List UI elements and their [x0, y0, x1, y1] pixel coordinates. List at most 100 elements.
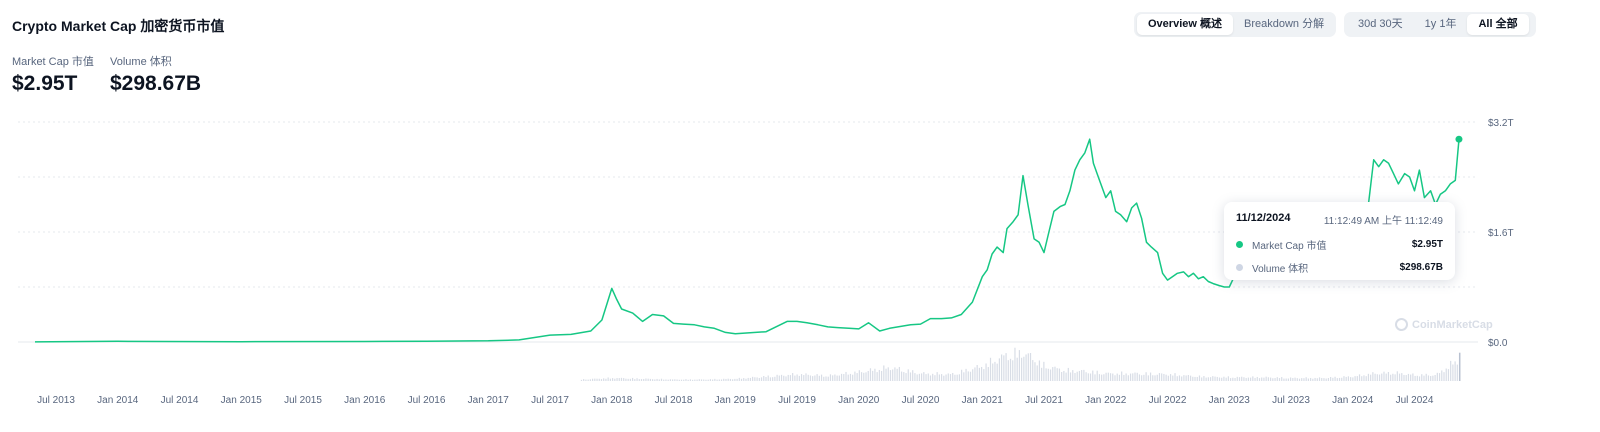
volume-bar — [1052, 367, 1054, 381]
volume-bar — [658, 379, 660, 381]
volume-bar — [591, 378, 594, 381]
volume-bar — [789, 375, 792, 381]
volume-bar — [732, 379, 734, 381]
volume-bar — [1085, 372, 1087, 381]
volume-bar — [963, 372, 965, 381]
volume-bar — [1350, 377, 1352, 381]
volume-bar — [794, 375, 796, 381]
volume-bar — [718, 379, 720, 381]
volume-bar — [1036, 365, 1038, 381]
overview-tab[interactable]: Overview 概述 — [1137, 14, 1233, 35]
volume-bar — [1158, 373, 1161, 381]
volume-bar — [725, 378, 727, 381]
volume-bar — [1069, 372, 1072, 381]
volume-bar — [772, 377, 774, 381]
range-1y-button[interactable]: 1y 1年 — [1424, 18, 1457, 30]
volume-bar — [1127, 375, 1129, 381]
volume-bar — [905, 373, 907, 381]
volume-bar — [1416, 375, 1418, 381]
volume-bar — [1441, 370, 1443, 381]
volume-bar — [747, 377, 749, 381]
volume-bar — [634, 379, 636, 381]
volume-bar — [1103, 374, 1105, 381]
market-cap-label: Market Cap 市值 — [12, 56, 94, 68]
volume-bar — [1081, 370, 1083, 381]
volume-bar — [1087, 373, 1089, 381]
volume-bar — [918, 373, 920, 381]
volume-bar — [736, 378, 738, 381]
x-tick-label: Jan 2015 — [221, 395, 263, 406]
volume-bar — [1236, 376, 1238, 381]
volume-bar — [912, 370, 914, 381]
volume-bar — [1152, 375, 1154, 381]
volume-bar — [958, 374, 960, 381]
volume-bar — [1161, 373, 1163, 381]
volume-bar — [985, 363, 987, 381]
volume-bar — [647, 378, 649, 381]
volume-bar — [869, 368, 872, 381]
volume-bar — [858, 370, 860, 381]
volume-bar — [1254, 377, 1256, 381]
volume-bar — [769, 377, 772, 381]
x-tick-label: Jan 2019 — [715, 395, 757, 406]
volume-bar — [678, 379, 680, 381]
volume-bar — [1247, 377, 1249, 381]
volume-bar — [1305, 377, 1307, 381]
volume-bar — [1218, 377, 1221, 381]
volume-bar — [1185, 375, 1187, 381]
volume-bar — [1318, 377, 1321, 381]
volume-bar — [1285, 378, 1287, 381]
volume-bar — [587, 379, 589, 381]
tooltip-volume-value: $298.67B — [1399, 262, 1443, 273]
breakdown-tab[interactable]: Breakdown 分解 — [1243, 18, 1325, 30]
volume-bar — [589, 379, 591, 381]
volume-bar — [1258, 378, 1261, 381]
volume-bar — [1105, 372, 1107, 381]
volume-bar — [981, 366, 983, 381]
current-point-marker — [1455, 135, 1463, 143]
volume-bar — [876, 372, 878, 381]
range-30d-button[interactable]: 30d 30天 — [1358, 18, 1403, 30]
volume-bar — [1278, 378, 1281, 381]
volume-bar — [1234, 377, 1236, 381]
volume-bar — [672, 379, 674, 381]
volume-bar — [1281, 377, 1283, 381]
y-tick-label: $0.0 — [1488, 338, 1508, 349]
tooltip-market-cap-value: $2.95T — [1411, 239, 1443, 250]
volume-bar — [1405, 375, 1407, 381]
volume-bar — [818, 375, 820, 381]
volume-value: $298.67B — [110, 72, 202, 95]
volume-bar — [1450, 360, 1452, 381]
volume-bar — [1223, 376, 1225, 381]
volume-bar — [632, 377, 634, 381]
volume-bar — [1312, 378, 1314, 381]
volume-bar — [1132, 373, 1134, 381]
volume-bar — [1383, 371, 1385, 381]
volume-bar — [856, 373, 858, 381]
volume-bar — [865, 372, 867, 381]
volume-bar — [823, 376, 825, 381]
volume-bar — [1432, 375, 1434, 381]
volume-bar — [792, 373, 794, 381]
volume-bar — [1212, 376, 1214, 381]
volume-bar — [920, 373, 923, 381]
volume-bar — [1094, 374, 1096, 381]
x-tick-label: Jul 2015 — [284, 395, 322, 406]
volume-bar — [1394, 374, 1396, 381]
volume-bar — [947, 373, 949, 381]
range-all-button[interactable]: All 全部 — [1467, 14, 1529, 35]
volume-bar — [1327, 378, 1330, 381]
volume-bar — [580, 379, 583, 381]
volume-bar — [680, 379, 683, 381]
volume-bar — [689, 379, 692, 381]
volume-bar — [649, 378, 651, 381]
volume-bar — [820, 374, 823, 381]
volume-bar — [1425, 373, 1427, 381]
volume-bar — [598, 378, 600, 381]
volume-bar — [1301, 378, 1303, 381]
volume-bar — [1067, 367, 1069, 381]
volume-bar — [1112, 373, 1114, 381]
volume-bar — [1430, 376, 1432, 381]
volume-bar — [1032, 360, 1034, 381]
